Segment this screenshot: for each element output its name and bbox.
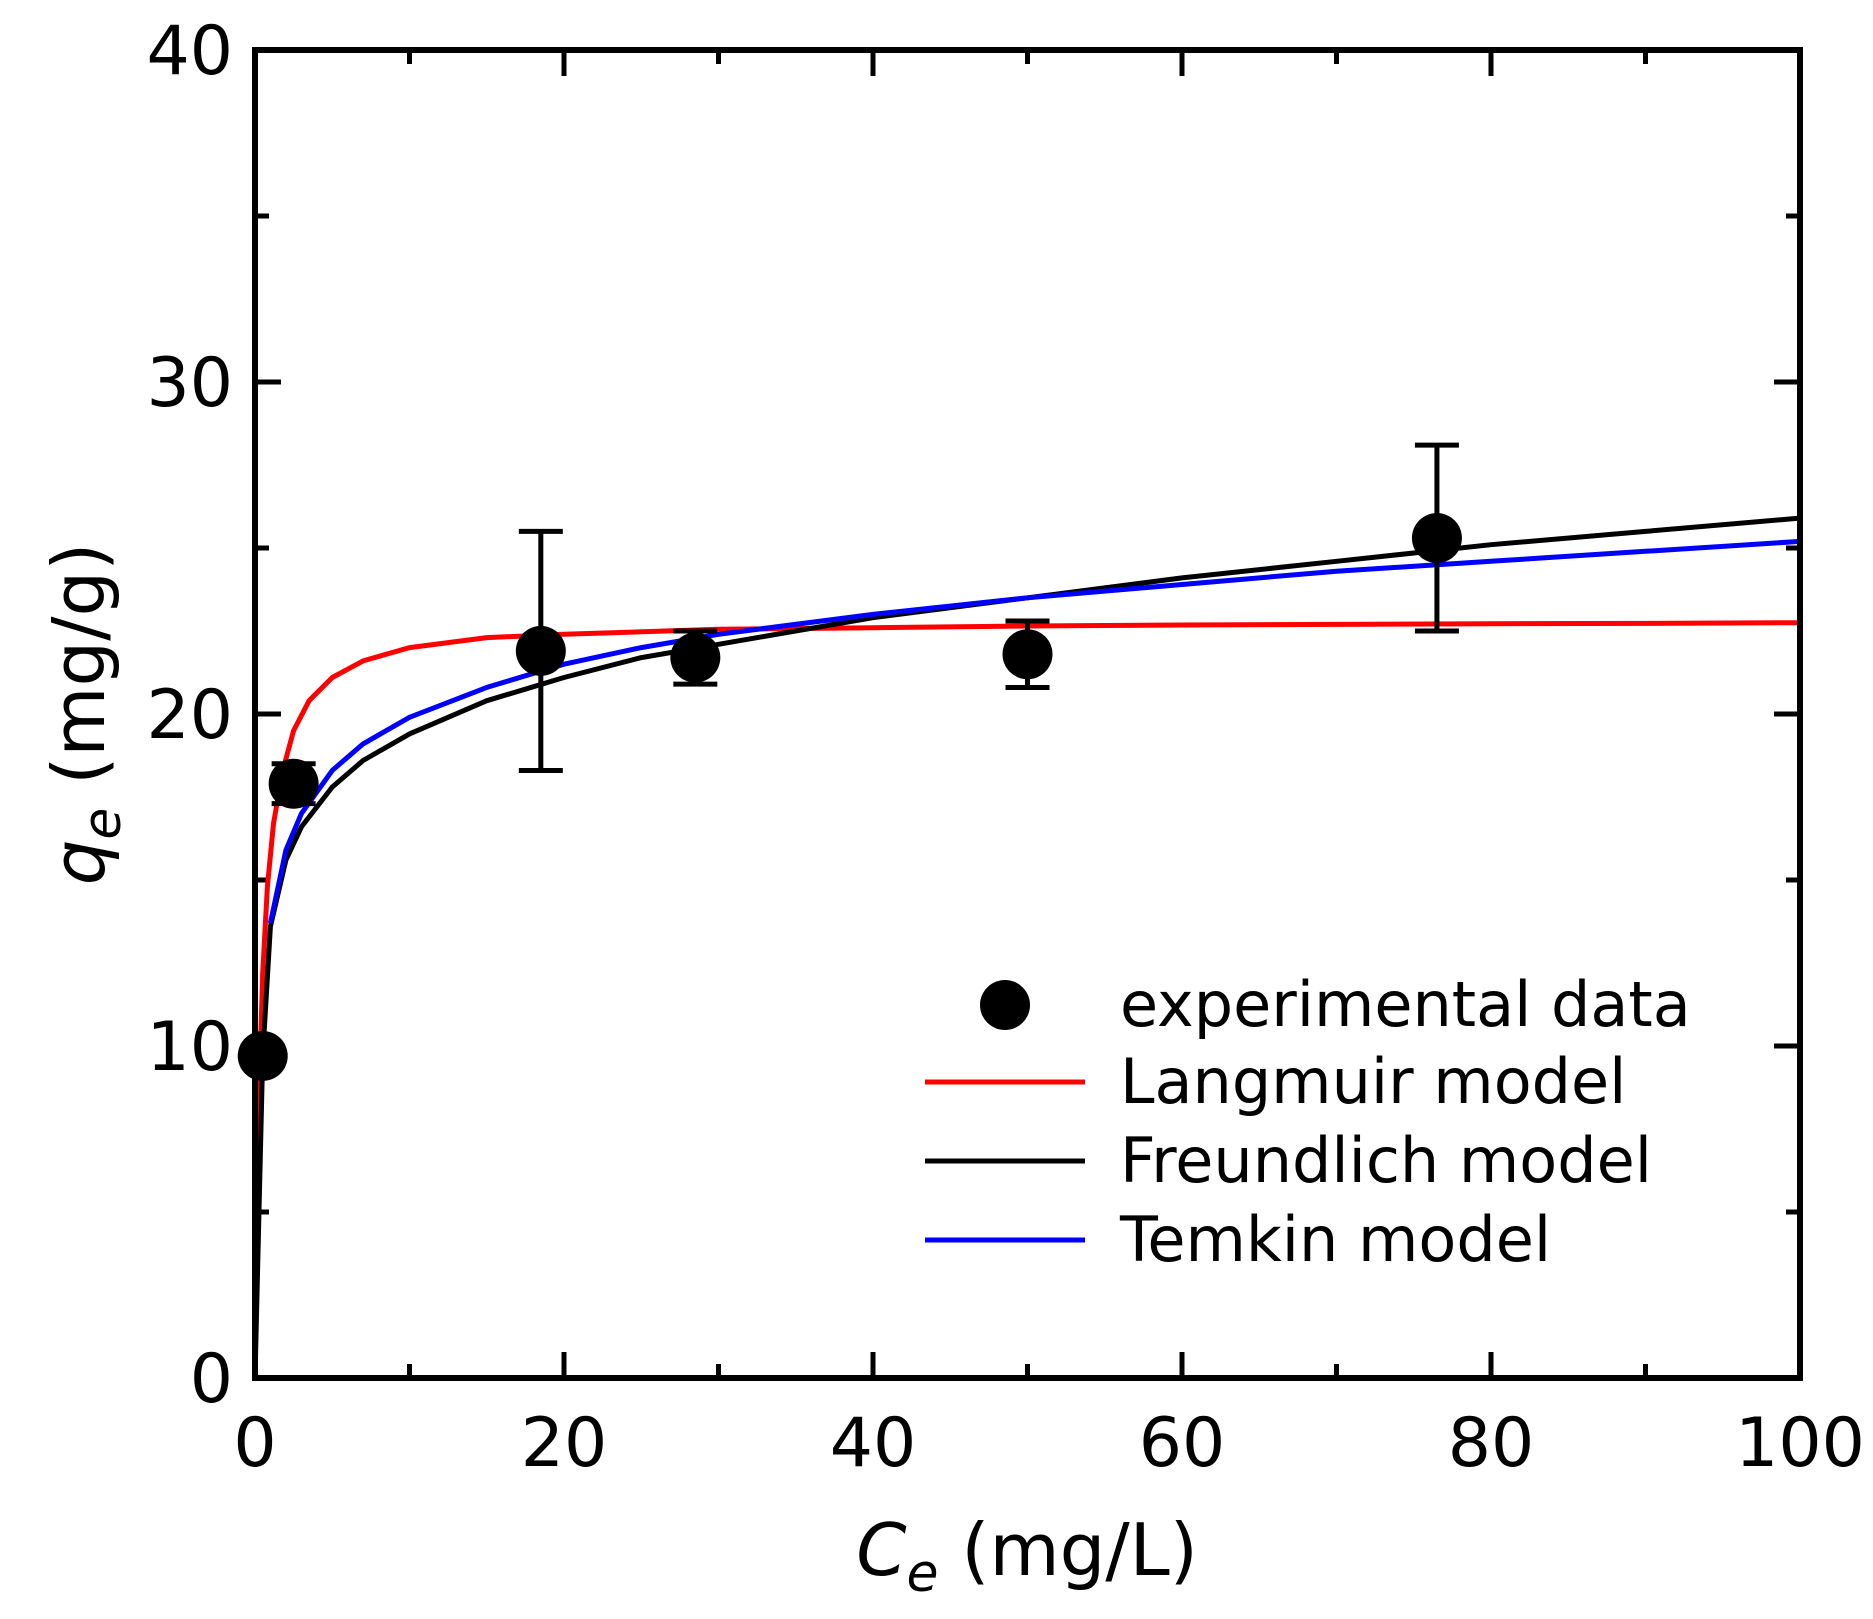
langmuir-curve: [255, 620, 1800, 1378]
x-tick-label: 40: [830, 1404, 917, 1483]
data-point: [1411, 513, 1462, 564]
x-tick-label: 20: [521, 1404, 608, 1483]
y-tick-label: 20: [146, 676, 233, 755]
x-axis-title: Ce (mg/L): [856, 1508, 1198, 1604]
x-tick-label: 0: [233, 1404, 276, 1483]
y-tick-label: 30: [146, 344, 233, 423]
x-tick-label: 100: [1735, 1404, 1865, 1483]
data-point: [670, 632, 721, 683]
x-tick-label: 60: [1139, 1404, 1226, 1483]
legend-label-freundlich: Freundlich model: [1120, 1124, 1652, 1197]
data-point: [515, 625, 566, 676]
temkin-curve: [267, 538, 1800, 924]
y-axis-title: qe (mg/g): [37, 543, 133, 886]
legend-label-langmuir: Langmuir model: [1120, 1045, 1626, 1118]
x-tick-label: 80: [1448, 1404, 1535, 1483]
plot-frame: [252, 47, 1803, 1381]
x-tick-labels: 0 20 40 60 80 100: [233, 1404, 1865, 1483]
y-tick-label: 10: [146, 1008, 233, 1087]
y-tick-label: 40: [146, 12, 233, 91]
data-point: [268, 758, 319, 809]
model-curves: [255, 515, 1800, 1378]
data-point: [237, 1030, 288, 1081]
legend-label-temkin: Temkin model: [1119, 1203, 1551, 1276]
y-tick-labels: 0 10 20 30 40: [146, 12, 233, 1419]
data-point: [1002, 629, 1053, 680]
experimental-points: [237, 442, 1462, 1081]
legend-marker-experimental: [980, 980, 1030, 1030]
legend: experimental data Langmuir model Freundl…: [925, 968, 1691, 1276]
y-tick-label: 0: [190, 1340, 233, 1419]
legend-label-experimental: experimental data: [1120, 968, 1691, 1041]
